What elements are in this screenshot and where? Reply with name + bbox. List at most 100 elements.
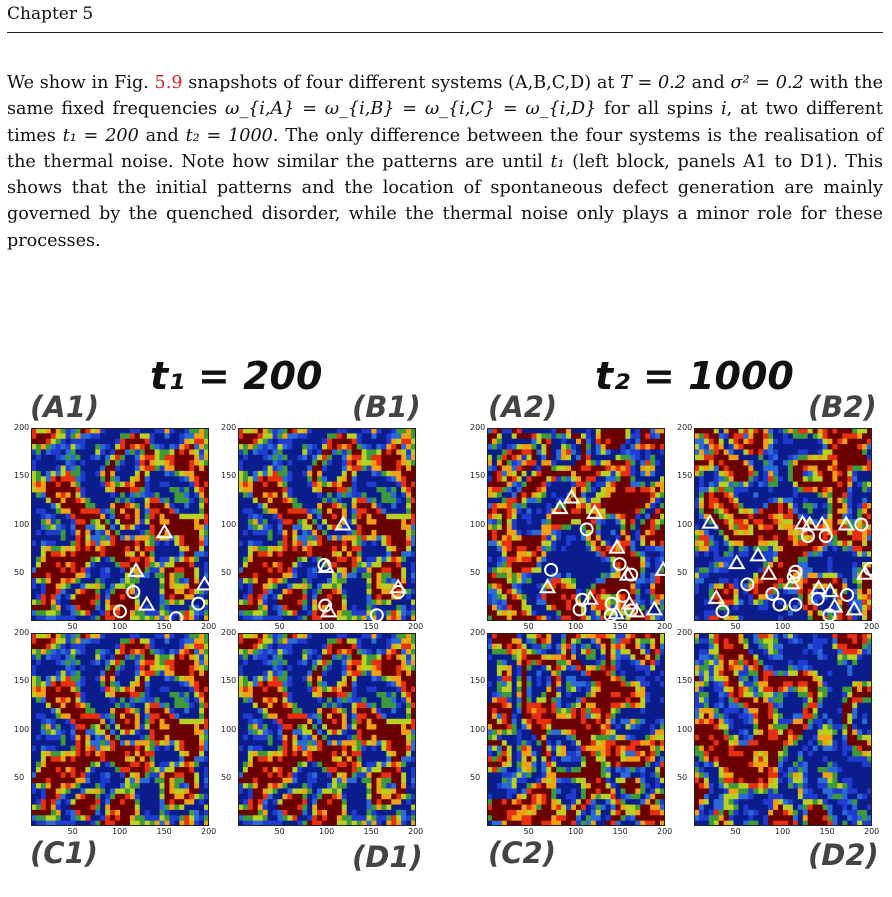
field-cell (85, 659, 91, 666)
field-cell (351, 519, 358, 526)
field-cell (331, 756, 338, 763)
field-cell (31, 481, 37, 488)
field-cell (312, 815, 318, 822)
field-cell (31, 638, 37, 645)
field-cell (60, 809, 67, 816)
field-cell (252, 767, 259, 773)
field-cell (406, 508, 412, 515)
text-run: We show in Fig. (7, 73, 155, 93)
field-cell (322, 702, 328, 709)
field-cell (149, 599, 156, 606)
field-cell (292, 799, 298, 806)
field-cell (356, 599, 363, 606)
field-cell (164, 724, 171, 731)
field-cell (179, 444, 185, 451)
field-cell (194, 777, 200, 784)
field-cell (307, 604, 313, 611)
field-cell (139, 708, 146, 715)
field-cell (376, 724, 382, 731)
field-cell (292, 486, 298, 493)
field-cell (411, 556, 416, 563)
field-cell (257, 724, 264, 731)
field-cell (45, 665, 52, 672)
field-cell (292, 524, 298, 531)
field-cell (267, 486, 274, 493)
field-cell (70, 567, 77, 574)
field-cell (120, 497, 126, 504)
field-cell (307, 633, 313, 639)
field-cell (257, 540, 264, 547)
field-cell (287, 610, 293, 617)
field-cell (70, 777, 77, 784)
field-cell (164, 562, 171, 568)
field-cell (247, 799, 254, 806)
field-cell (406, 465, 412, 472)
field-cell (194, 670, 200, 677)
field-cell (327, 428, 333, 434)
field-cell (331, 643, 338, 650)
field-cell (361, 649, 368, 656)
field-cell (189, 503, 195, 510)
field-cell (194, 665, 200, 672)
field-cell (257, 433, 264, 440)
field-cell (80, 729, 86, 736)
field-cell (110, 476, 116, 483)
field-cell (95, 820, 101, 826)
field-cell (40, 691, 47, 698)
field-cell (164, 643, 171, 650)
field-cell (70, 799, 77, 806)
field-cell (149, 562, 156, 568)
field-cell (376, 524, 382, 531)
field-cell (129, 610, 136, 617)
field-cell (312, 809, 318, 816)
field-cell (174, 524, 180, 531)
field-cell (317, 686, 323, 693)
field-cell (40, 610, 47, 617)
field-cell (331, 804, 338, 811)
field-cell (31, 492, 37, 499)
field-cell (247, 492, 254, 499)
field-cell (346, 513, 353, 520)
field-cell (129, 708, 136, 715)
field-cell (174, 761, 180, 768)
field-cell (115, 804, 121, 811)
field-cell (179, 454, 185, 461)
field-cell (90, 649, 96, 656)
field-cell (307, 529, 313, 536)
field-cell (179, 708, 185, 715)
field-cell (65, 767, 72, 773)
field-cell (115, 540, 121, 547)
field-cell (386, 486, 392, 493)
field-cell (184, 513, 190, 520)
field-cell (381, 529, 387, 536)
field-cell (346, 665, 353, 672)
field-cell (124, 767, 131, 773)
field-cell (144, 492, 151, 499)
field-cell (199, 708, 205, 715)
field-cell (257, 588, 264, 595)
field-cell (120, 734, 126, 741)
field-cell (95, 572, 101, 579)
field-cell (406, 540, 412, 547)
field-cell (282, 729, 289, 736)
field-cell (317, 476, 323, 483)
field-cell (267, 649, 274, 656)
field-cell (401, 535, 407, 542)
field-cell (312, 583, 318, 590)
field-cell (55, 465, 62, 472)
field-cell (169, 583, 175, 590)
field-cell (149, 492, 156, 499)
field-cell (396, 562, 402, 568)
field-cell (60, 508, 67, 515)
field-cell (356, 788, 363, 795)
figure-reference-link[interactable]: 5.9 (154, 73, 183, 93)
field-cell (95, 659, 101, 666)
field-cell (105, 697, 111, 704)
x-tick-label: 50 (67, 622, 78, 631)
field-cell (189, 809, 195, 816)
field-cell (90, 772, 96, 779)
field-cell (406, 481, 412, 488)
field-cell (70, 788, 77, 795)
field-cell (277, 756, 284, 763)
field-cell (336, 670, 343, 677)
